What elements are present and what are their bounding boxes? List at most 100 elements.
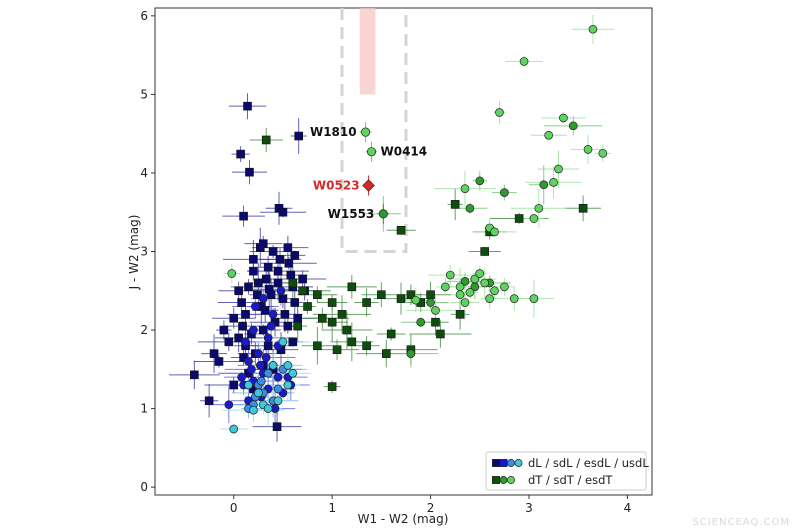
data-point-dl	[268, 247, 278, 256]
annotation-marker-w0523	[362, 179, 375, 192]
data-point-dl	[273, 278, 283, 288]
data-point-dl	[286, 270, 296, 280]
data-point-dl	[258, 325, 268, 335]
data-point-dl	[283, 321, 293, 331]
data-point-dl	[283, 243, 293, 252]
data-point-esdt	[440, 282, 450, 292]
data-point-esdt	[598, 148, 608, 158]
data-point-esdl	[256, 376, 266, 386]
data-point-dl	[239, 211, 248, 221]
x-axis-label: W1 - W2 (mag)	[358, 512, 449, 526]
y-ticks: 0 1 2 3 4 5 6	[140, 9, 155, 494]
data-point-esdt	[554, 164, 563, 174]
legend-marker	[492, 459, 500, 467]
data-point-usdl	[273, 396, 283, 406]
data-point-sdt	[426, 298, 435, 307]
legend-entry-l	[492, 459, 523, 467]
data-point-esdt	[529, 214, 539, 223]
data-point-sdt	[460, 276, 470, 286]
data-point-esdt	[549, 178, 558, 187]
x-tick-label: 4	[624, 501, 632, 515]
data-point-usdl	[288, 368, 298, 378]
data-point-dl	[272, 422, 282, 431]
data-point-dt	[431, 317, 440, 327]
data-point-dl	[241, 310, 250, 319]
data-point-dl	[249, 255, 258, 264]
data-point-dt	[578, 203, 588, 213]
x-tick-label: 3	[525, 501, 533, 515]
data-point-sdl	[224, 400, 234, 410]
data-point-usdl	[249, 405, 258, 415]
region-box	[340, 8, 408, 253]
data-point-sdt	[475, 176, 485, 186]
data-point-dl	[284, 258, 294, 268]
data-point-dl	[237, 298, 246, 307]
data-point-dt	[288, 278, 298, 288]
data-point-usdl	[283, 361, 293, 370]
data-point-dt	[514, 214, 524, 223]
data-point-sdl	[276, 286, 286, 296]
x-ticks: 0 1 2 3 4	[230, 495, 631, 515]
data-point-esdt	[455, 290, 465, 300]
data-point-dt	[455, 310, 465, 319]
data-point-esdt	[465, 287, 475, 297]
data-point-dl	[234, 333, 243, 343]
data-point-dt	[347, 337, 357, 347]
y-tick-label: 3	[140, 245, 148, 259]
y-axis-label: J - W2 (mag)	[127, 215, 141, 291]
data-point-esdt	[470, 274, 480, 284]
data-point-esdt	[460, 298, 470, 307]
data-point-esdt	[480, 278, 490, 288]
annotation-marker-w1810	[361, 127, 371, 137]
data-point-dl	[234, 286, 243, 296]
data-point-dl	[263, 262, 273, 272]
data-point-esdt	[509, 294, 519, 303]
data-point-esdl	[273, 384, 283, 394]
data-point-sdt	[568, 121, 578, 131]
data-point-sdl	[247, 364, 256, 374]
annotation-layer: W1810 W0414 W0523 W1553	[310, 122, 427, 224]
data-point-sdl	[253, 349, 263, 358]
y-tick-label: 1	[140, 402, 148, 416]
data-point-dt	[313, 290, 322, 300]
data-point-dt	[303, 302, 312, 311]
y-tick-label: 0	[140, 480, 148, 494]
data-point-dt	[362, 341, 371, 351]
data-point-dl	[245, 167, 254, 177]
data-point-dl	[229, 313, 239, 323]
legend-marker	[507, 459, 515, 467]
data-point-sdt	[500, 188, 509, 197]
legend-frame	[485, 451, 647, 491]
data-point-esdt	[455, 282, 465, 292]
data-point-dt	[313, 341, 322, 351]
shaded-band	[359, 8, 376, 95]
data-point-esdt	[485, 294, 494, 303]
legend-marker	[499, 459, 508, 467]
data-point-esdt	[559, 113, 568, 123]
data-point-dl	[280, 310, 290, 319]
data-point-dl	[236, 149, 245, 159]
data-point-dl	[254, 278, 263, 288]
data-point-esdt	[495, 108, 504, 117]
data-point-usdl	[278, 337, 288, 347]
watermark: SCIENCEAQ.COM	[692, 517, 790, 528]
data-point-sdl	[258, 294, 268, 303]
data-point-dt	[396, 294, 406, 303]
data-point-dt	[396, 225, 406, 235]
data-point-esdt	[411, 295, 421, 305]
data-point-dl	[204, 396, 214, 406]
data-point-dl	[298, 274, 307, 284]
data-point-dl	[278, 207, 288, 217]
data-point-dt	[293, 321, 303, 331]
region-box-layer	[340, 8, 408, 253]
data-point-dt	[381, 349, 391, 358]
data-point-dl	[275, 255, 285, 264]
data-point-dt	[261, 135, 271, 145]
data-point-sdl	[249, 325, 258, 335]
data-point-dl	[214, 357, 224, 366]
x-tick-label: 1	[328, 501, 336, 515]
legend-label-l: dL / sdL / esdL / usdL	[528, 456, 649, 470]
data-point-dl	[264, 284, 274, 294]
annotation-marker-w0414	[366, 147, 377, 157]
data-point-dl	[278, 294, 288, 303]
